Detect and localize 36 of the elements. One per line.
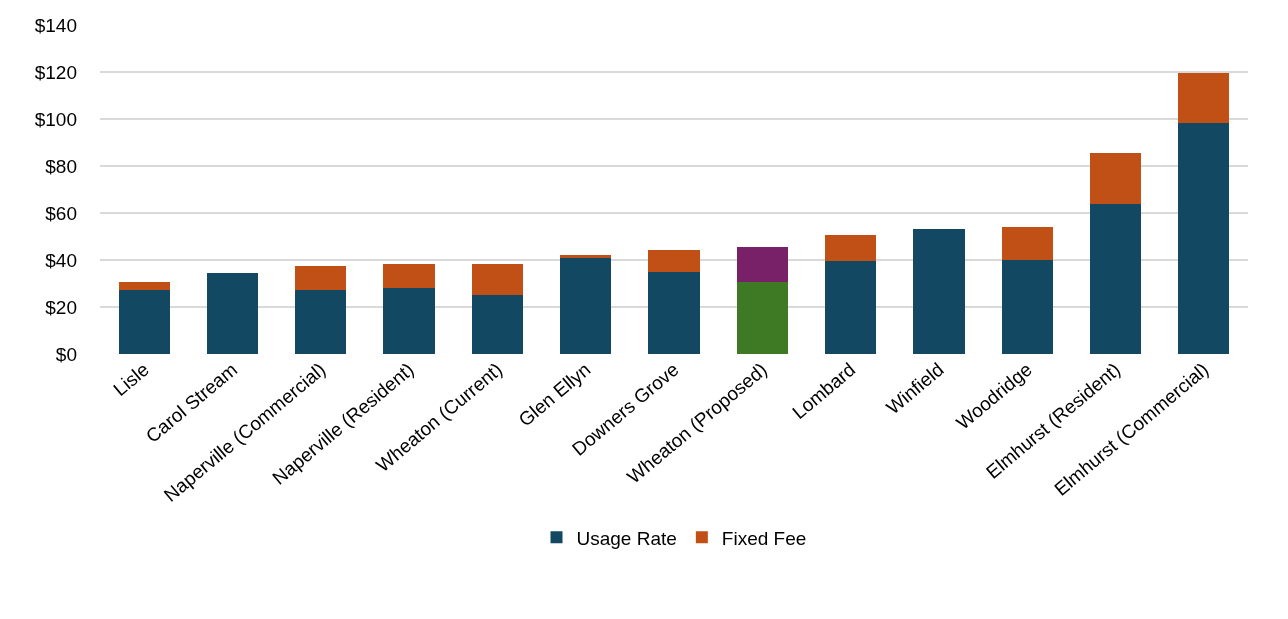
legend-label: Usage Rate xyxy=(576,527,677,549)
y-tick-label: $60 xyxy=(45,202,77,224)
bar xyxy=(1178,123,1230,354)
bar xyxy=(383,288,435,354)
bar xyxy=(118,282,170,290)
y-tick-label: $20 xyxy=(45,296,77,318)
bar xyxy=(825,234,877,261)
bar xyxy=(1089,153,1142,204)
bar xyxy=(648,250,700,272)
bar xyxy=(471,263,523,296)
bar xyxy=(736,281,788,354)
bar xyxy=(1178,73,1230,124)
bar xyxy=(295,289,347,354)
y-tick-label: $80 xyxy=(45,155,77,177)
bar xyxy=(206,272,259,354)
y-tick-label: $140 xyxy=(34,14,77,36)
bar xyxy=(1089,203,1142,354)
y-tick-label: $40 xyxy=(45,249,77,271)
bar xyxy=(913,229,965,354)
bar xyxy=(1001,227,1053,260)
bar xyxy=(648,271,700,354)
bar xyxy=(560,255,612,258)
y-tick-label: $120 xyxy=(34,61,77,83)
bar xyxy=(295,265,347,290)
bar xyxy=(118,289,170,354)
bar xyxy=(1001,260,1053,354)
y-tick-label: $100 xyxy=(34,108,77,130)
x-tick-label: Lisle xyxy=(109,358,153,400)
bar xyxy=(383,263,435,289)
y-tick-label: $0 xyxy=(55,343,77,365)
bar xyxy=(736,247,788,282)
bar xyxy=(471,295,523,354)
bar xyxy=(825,260,877,354)
bar xyxy=(560,257,612,354)
legend-label: Fixed Fee xyxy=(721,527,807,549)
x-tick-label: Glen Ellyn xyxy=(514,358,595,431)
